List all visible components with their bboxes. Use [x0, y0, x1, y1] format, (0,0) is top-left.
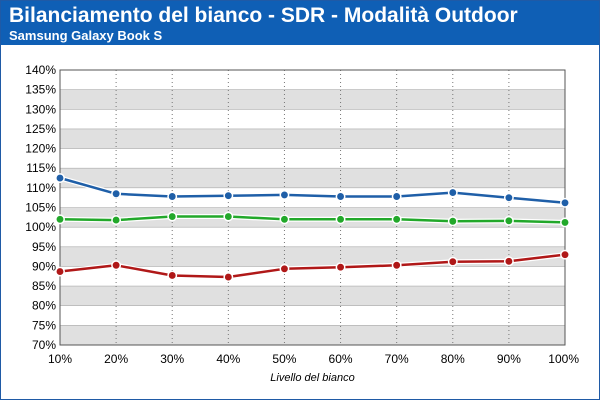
background-band	[60, 325, 565, 345]
y-tick-label: 85%	[32, 279, 56, 293]
data-point	[335, 214, 346, 225]
data-point	[55, 214, 65, 225]
x-tick-label: 90%	[497, 352, 521, 366]
background-band	[60, 266, 565, 287]
chart-header: Bilanciamento del bianco - SDR - Modalit…	[1, 1, 599, 45]
background-bands	[60, 70, 565, 345]
data-point	[55, 266, 65, 277]
y-tick-labels: 70% 75% 80% 85% 90% 95% 100% 105% 110% 115% 120% 12…	[25, 63, 56, 352]
chart-title: Bilanciamento del bianco - SDR - Modalit…	[9, 4, 518, 27]
series-line	[59, 253, 566, 279]
x-tick-label: 80%	[441, 352, 465, 366]
x-tick-label: 100%	[548, 352, 579, 366]
x-tick-label: 30%	[160, 352, 184, 366]
y-tick-label: 105%	[25, 201, 56, 215]
x-tick-label: 70%	[385, 352, 409, 366]
data-point	[447, 216, 458, 227]
x-tick-label: 60%	[329, 352, 353, 366]
background-band	[60, 305, 565, 326]
data-point	[560, 197, 570, 208]
y-tick-label: 135%	[25, 83, 56, 97]
data-point	[447, 256, 458, 267]
background-band	[60, 148, 565, 169]
y-tick-label: 100%	[25, 220, 56, 234]
series-line	[59, 215, 566, 224]
chart-subtitle: Samsung Galaxy Book S	[9, 28, 163, 43]
data-point	[391, 191, 402, 202]
x-tick-label: 50%	[272, 352, 296, 366]
data-point	[447, 187, 458, 198]
data-point	[223, 211, 234, 222]
data-point	[111, 260, 122, 271]
data-point	[335, 262, 346, 273]
data-point	[167, 191, 178, 202]
y-tick-label: 90%	[32, 259, 56, 273]
data-point	[391, 214, 402, 225]
x-tick-label: 20%	[104, 352, 128, 366]
data-point	[223, 190, 234, 201]
y-tick-label: 130%	[25, 102, 56, 116]
data-point	[279, 263, 290, 274]
background-band	[60, 128, 565, 149]
background-band	[60, 70, 565, 90]
series-line	[59, 176, 566, 205]
data-point	[279, 214, 290, 225]
data-point	[55, 173, 65, 183]
background-band	[60, 89, 565, 110]
data-point	[223, 272, 234, 282]
y-tick-label: 140%	[25, 63, 56, 77]
data-point	[167, 270, 178, 281]
series-lines	[59, 175, 566, 280]
data-point	[335, 191, 346, 202]
data-point	[391, 260, 402, 271]
y-tick-label: 80%	[32, 299, 56, 313]
data-point	[111, 215, 122, 226]
y-tick-label: 110%	[26, 181, 56, 195]
background-band	[60, 109, 565, 129]
x-tick-labels: 10% 20% 30% 40% 50% 60% 70% 80% 90% 100%	[48, 352, 579, 366]
y-tick-label: 95%	[32, 240, 56, 254]
series-points	[55, 173, 570, 282]
data-point	[503, 192, 514, 203]
x-axis-label: Livello del bianco	[270, 372, 354, 384]
y-tick-label: 75%	[32, 318, 56, 332]
y-tick-label: 120%	[25, 142, 56, 156]
x-tick-label: 10%	[48, 352, 72, 366]
data-point	[503, 256, 514, 267]
background-band	[60, 168, 565, 188]
data-point	[279, 189, 290, 200]
data-point	[167, 211, 178, 222]
data-point	[560, 249, 570, 260]
background-band	[60, 286, 565, 306]
data-point	[503, 215, 514, 226]
data-point	[560, 217, 570, 228]
background-band	[60, 227, 565, 247]
x-tick-label: 40%	[216, 352, 240, 366]
y-tick-label: 70%	[32, 338, 56, 352]
y-tick-label: 115%	[26, 161, 56, 175]
data-point	[111, 188, 122, 199]
y-tick-label: 125%	[25, 122, 56, 136]
